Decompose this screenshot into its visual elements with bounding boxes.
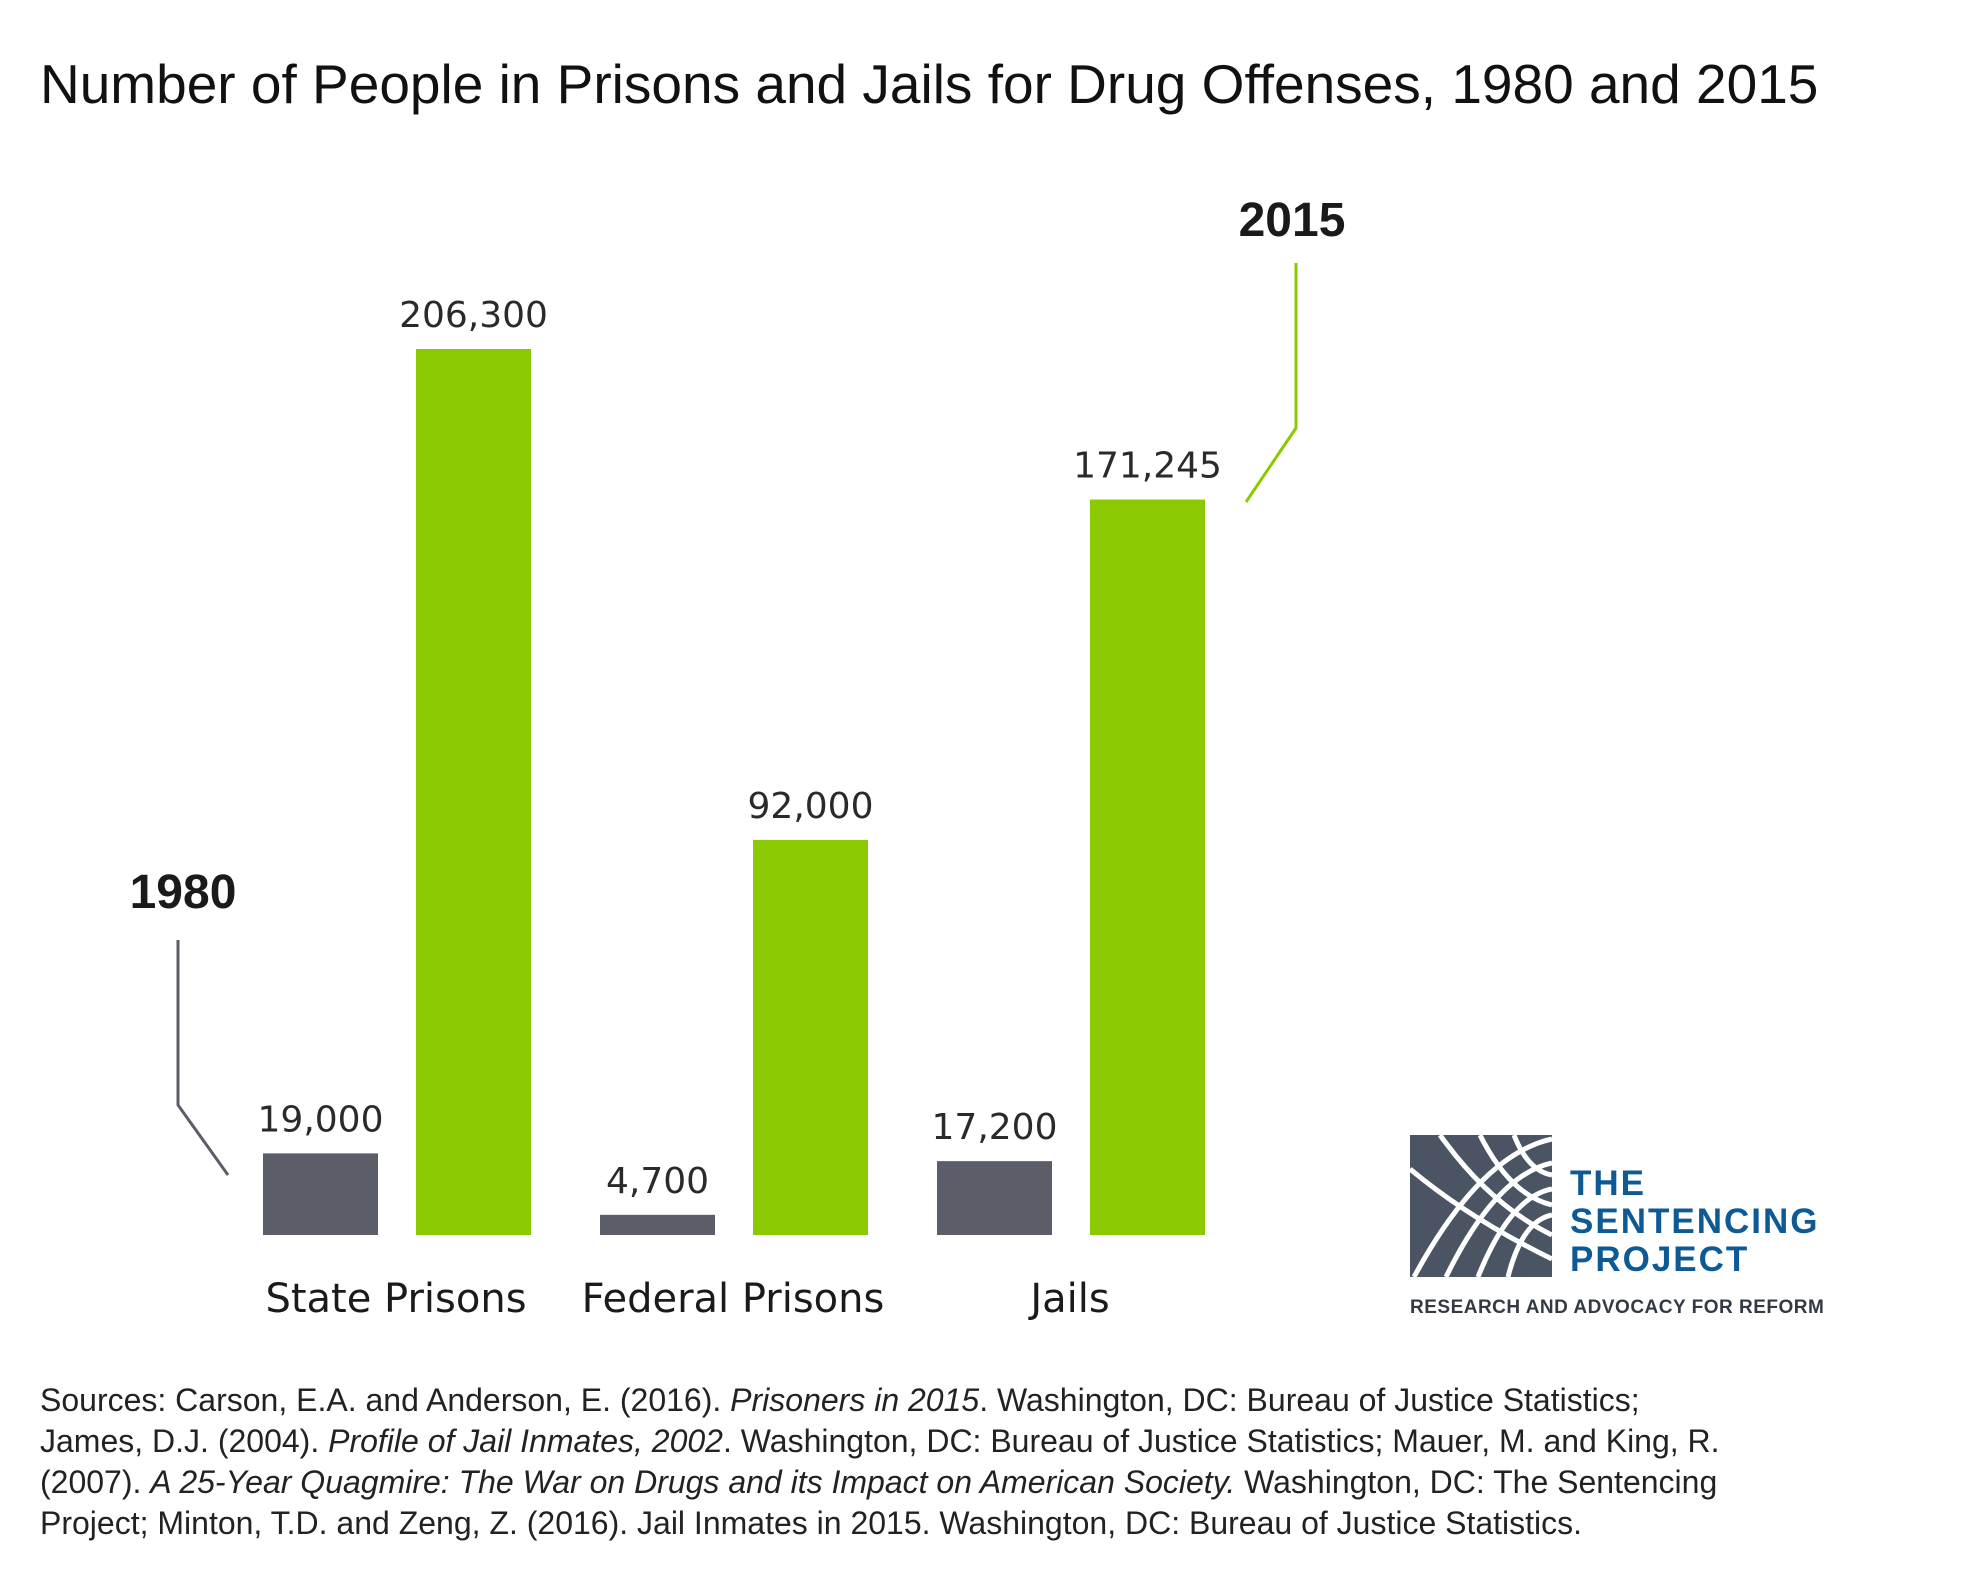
series-label-2015: 2015 <box>1239 194 1346 247</box>
category-labels: State Prisons Federal Prisons Jails <box>265 1276 1109 1322</box>
series-callouts: 1980 2015 <box>130 194 1346 1176</box>
bar-chart: 19,000 206,300 4,700 92,000 17,200 171,245 St… <box>130 194 1346 1322</box>
sources-line-1: Sources: Carson, E.A. and Anderson, E. (… <box>40 1382 1640 1418</box>
category-label-0: State Prisons <box>265 1276 526 1322</box>
bar-1980-0 <box>263 1153 378 1235</box>
bar-1980-1 <box>600 1214 715 1235</box>
bar-value-label: 19,000 <box>258 1099 384 1140</box>
bar-2015-2 <box>1090 499 1205 1235</box>
callout-line-2015 <box>1244 263 1298 503</box>
category-label-1: Federal Prisons <box>582 1276 885 1322</box>
bar-value-label: 4,700 <box>606 1161 709 1202</box>
sources-line-3: (2007). A 25-Year Quagmire: The War on D… <box>40 1464 1718 1500</box>
callout-line-1980 <box>176 940 230 1176</box>
bar-2015-1 <box>753 839 868 1235</box>
bar-value-label: 17,200 <box>932 1107 1058 1148</box>
bar-value-label: 92,000 <box>748 786 874 827</box>
sentencing-project-logo: THE SENTENCING PROJECT RESEARCH AND ADVO… <box>1410 1135 1910 1325</box>
bar-value-label: 206,300 <box>399 295 548 336</box>
series-label-1980: 1980 <box>130 866 237 919</box>
category-label-2: Jails <box>1027 1276 1109 1322</box>
bars-group <box>263 349 1205 1235</box>
logo-mark-icon <box>1410 1135 1552 1277</box>
logo-wordmark: THE SENTENCING PROJECT <box>1570 1164 1820 1279</box>
bar-value-label: 171,245 <box>1073 446 1222 487</box>
bar-1980-2 <box>937 1161 1052 1235</box>
logo-tagline: RESEARCH AND ADVOCACY FOR REFORM <box>1410 1297 1825 1318</box>
chart-title: Number of People in Prisons and Jails fo… <box>40 53 1819 115</box>
bar-value-labels: 19,000 206,300 4,700 92,000 17,200 171,245 <box>258 295 1222 1202</box>
bar-2015-0 <box>416 349 531 1235</box>
sources-line-4: Project; Minton, T.D. and Zeng, Z. (2016… <box>40 1505 1583 1541</box>
sources-note: Sources: Carson, E.A. and Anderson, E. (… <box>40 1380 1920 1544</box>
sources-line-2: James, D.J. (2004). Profile of Jail Inma… <box>40 1423 1720 1459</box>
